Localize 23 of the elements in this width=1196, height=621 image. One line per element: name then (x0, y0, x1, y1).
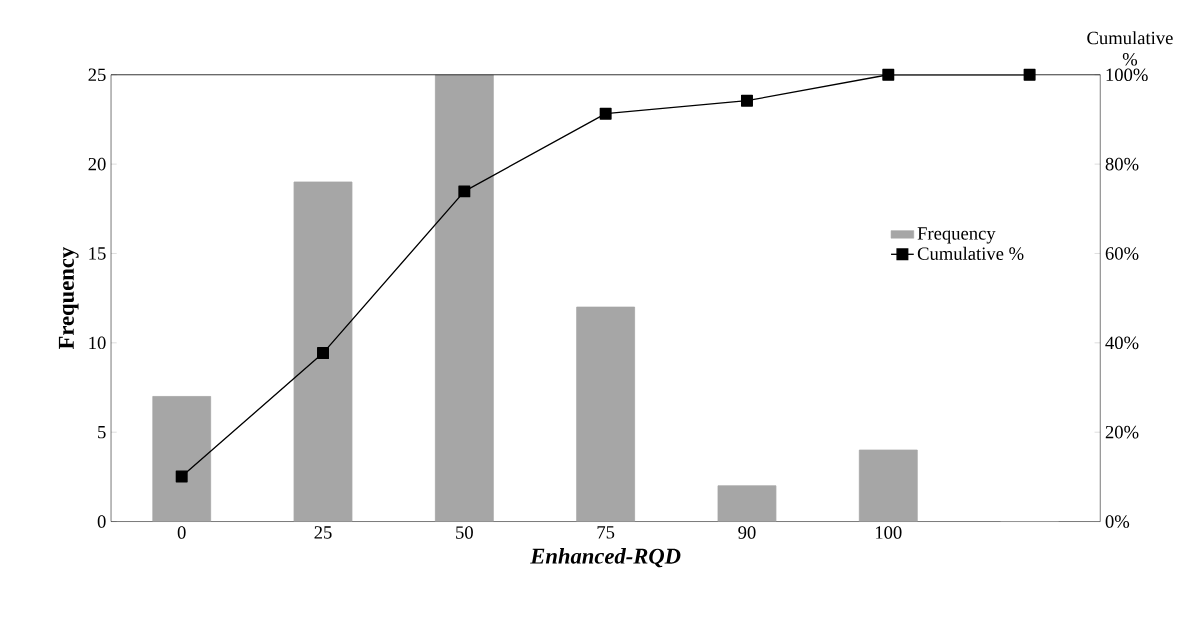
y2-tick-label: 60% (1105, 247, 1139, 260)
y-tick-label: 10 (89, 336, 106, 349)
x-tick-label: 100 (875, 526, 902, 539)
x-axis-title: Enhanced-RQD (530, 547, 681, 568)
y2-tick-label: 40% (1105, 336, 1139, 350)
y-tick-label: 25 (88, 68, 106, 81)
y2-tick-label: 0% (1105, 515, 1130, 528)
y-axis-title: Frequency (58, 246, 79, 349)
x-tick-label: 75 (597, 526, 615, 539)
y2-tick-label: 80% (1105, 157, 1139, 171)
y-tick-label: 20 (88, 157, 106, 171)
y-tick-label: 5 (98, 425, 106, 439)
x-tick-label: 25 (314, 526, 332, 539)
y2-tick-label: 20% (1105, 425, 1139, 439)
y2-axis-title: Cumulative % (1087, 31, 1173, 66)
y-tick-label: 15 (89, 247, 106, 260)
legend-label: Frequency (917, 227, 996, 244)
x-tick-label: 50 (456, 526, 473, 539)
x-tick-label: 0 (177, 526, 186, 539)
x-tick-label: 90 (738, 526, 756, 539)
y-tick-label: 0 (97, 515, 106, 528)
legend-label: Cumulative % (917, 246, 1024, 260)
y2-tick-label: 100% (1106, 68, 1148, 81)
